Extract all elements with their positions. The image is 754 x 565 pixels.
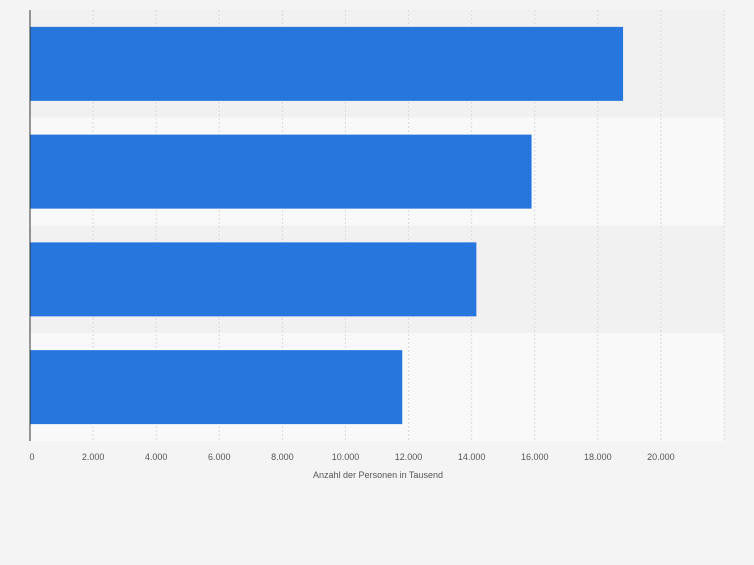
x-tick-label: 14.000 [458, 452, 486, 462]
x-tick-label: 8.000 [271, 452, 294, 462]
bar[interactable] [30, 26, 624, 101]
x-tick-label: 18.000 [584, 452, 612, 462]
x-tick-label: 12.000 [395, 452, 423, 462]
x-tick-label: 10.000 [332, 452, 360, 462]
bar[interactable] [30, 350, 403, 425]
x-tick-label: 2.000 [82, 452, 105, 462]
x-tick-label: 6.000 [208, 452, 231, 462]
bar[interactable] [30, 242, 477, 317]
x-tick-label: 16.000 [521, 452, 549, 462]
x-axis-ticks: 0 2.000 4.000 6.000 8.000 10.000 12.000 14.000 1… [29, 452, 674, 462]
bar[interactable] [30, 134, 532, 209]
bars [30, 26, 624, 425]
x-axis-title: Anzahl der Personen in Tausend [313, 470, 443, 480]
x-tick-label: 20.000 [647, 452, 675, 462]
x-tick-label: 4.000 [145, 452, 168, 462]
x-tick-label: 0 [29, 452, 34, 462]
